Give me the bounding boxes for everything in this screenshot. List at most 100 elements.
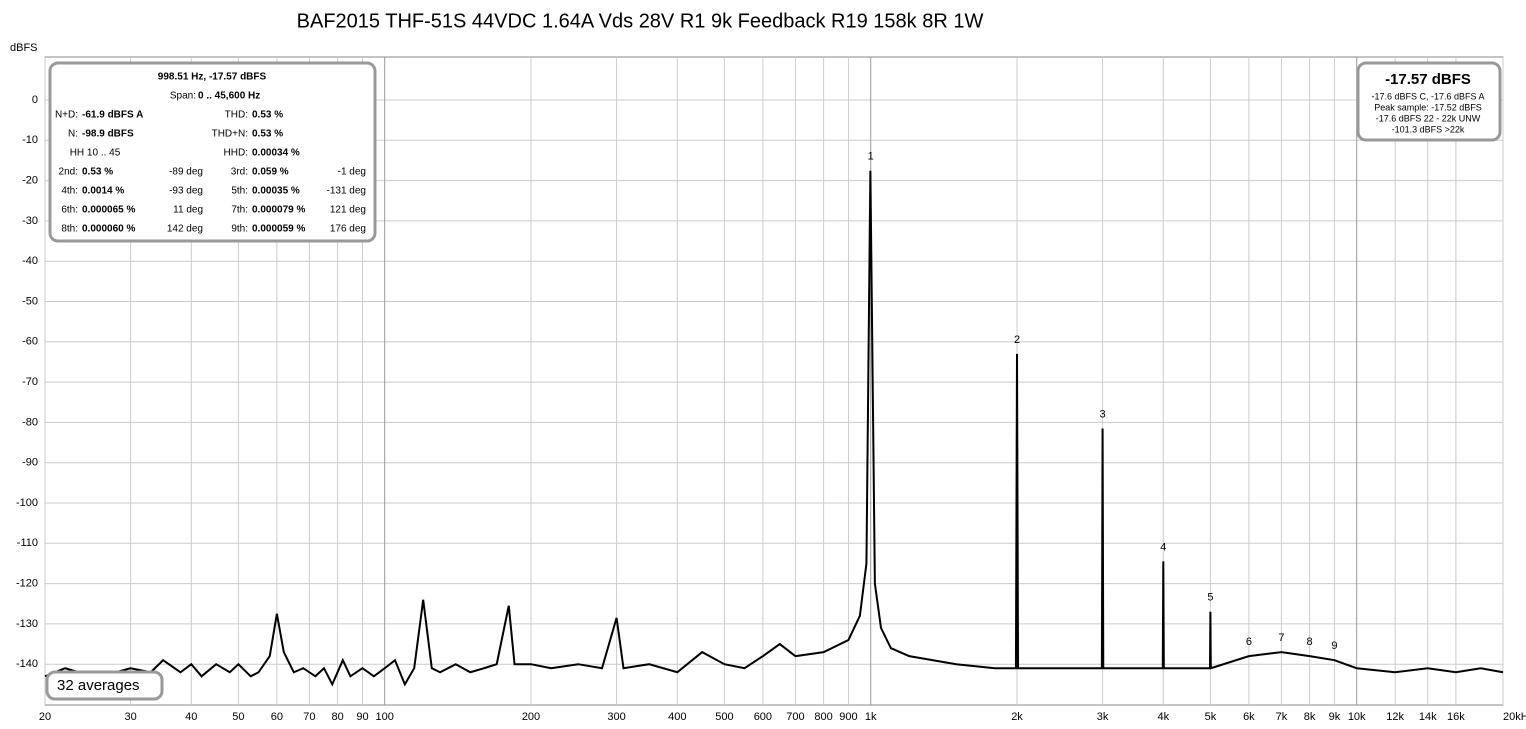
info-cell: 0.53 % (252, 129, 283, 140)
chart-title: BAF2015 THF-51S 44VDC 1.64A Vds 28V R1 9… (297, 10, 984, 32)
x-tick-label: 20kHz (1503, 711, 1526, 723)
x-tick-label: 30 (124, 711, 136, 723)
info-cell: 4th: (61, 186, 78, 197)
info-cell: 142 deg (167, 224, 203, 235)
harmonic-label: 8 (1307, 636, 1313, 648)
y-tick-label: -30 (22, 215, 38, 227)
averages: 32 averages (57, 677, 140, 694)
info-cell: 8th: (61, 224, 78, 235)
info-cell: Span: (170, 91, 196, 102)
x-tick-label: 40 (185, 711, 197, 723)
info-cell: HHD: (224, 148, 248, 159)
info-cell: -61.9 dBFS A (82, 110, 143, 121)
info-cell: 0.000059 % (252, 224, 305, 235)
level-detail: -17.6 dBFS C, -17.6 dBFS A (1371, 91, 1484, 101)
info-cell: -131 deg (327, 186, 366, 197)
info-cell: THD: (225, 110, 248, 121)
y-tick-label: -100 (16, 497, 38, 509)
y-tick-label: -110 (17, 537, 38, 549)
info-cell: 0.059 % (252, 167, 289, 178)
y-tick-label: -130 (16, 618, 38, 630)
info-box (48, 61, 377, 243)
trace (44, 170, 1504, 687)
info-cell: 0 .. 45,600 Hz (198, 91, 260, 102)
harmonic-label: 2 (1014, 334, 1020, 346)
x-tick-label: 7k (1276, 711, 1288, 723)
x-tick-label: 200 (522, 711, 540, 723)
y-tick-label: -20 (22, 175, 38, 187)
info-cell: 11 deg (173, 205, 203, 216)
x-tick-label: 8k (1304, 711, 1316, 723)
info-cell: 0.00035 % (252, 186, 300, 197)
x-tick-label: 800 (814, 711, 832, 723)
x-tick-label: 70 (303, 711, 315, 723)
info-cell: 0.000060 % (82, 224, 135, 235)
info-cell: 0.53 % (252, 110, 283, 121)
harmonic-label: 5 (1207, 592, 1213, 604)
y-tick-label: -60 (22, 336, 38, 348)
info-cell: -98.9 dBFS (82, 129, 134, 140)
info-cell: HH 10 .. 45 (70, 148, 121, 159)
x-tick-label: 100 (376, 711, 394, 723)
x-tick-label: 3k (1097, 711, 1109, 723)
info-cell: 2nd: (59, 167, 78, 178)
y-tick-label: -120 (16, 578, 38, 590)
y-tick-label: -140 (16, 658, 38, 670)
harmonic-label: 6 (1246, 636, 1252, 648)
y-tick-label: -40 (22, 255, 38, 267)
harmonic-label: 3 (1100, 408, 1106, 420)
info-cell: 0.000079 % (252, 205, 305, 216)
y-tick-label: -80 (22, 416, 38, 428)
x-tick-label: 600 (754, 711, 772, 723)
info-cell: 176 deg (330, 224, 366, 235)
x-tick-label: 400 (668, 711, 686, 723)
x-tick-label: 16k (1447, 711, 1465, 723)
x-tick-label: 60 (271, 711, 283, 723)
x-tick-label: 1k (865, 711, 877, 723)
x-tick-label: 500 (715, 711, 733, 723)
info-cell: 7th: (231, 205, 248, 216)
info-cell: N+D: (55, 110, 78, 121)
spectrum-line (44, 170, 1504, 687)
level-detail: Peak sample: -17.52 dBFS (1374, 102, 1482, 112)
x-tick-label: 4k (1157, 711, 1169, 723)
level-main: -17.57 dBFS (1385, 71, 1471, 88)
y-tick-label: -10 (22, 134, 38, 146)
level-detail: -101.3 dBFS >22k (1392, 124, 1465, 134)
y-axis-label: dBFS (10, 42, 38, 54)
x-tick-label: 700 (786, 711, 804, 723)
x-tick-label: 14k (1419, 711, 1437, 723)
info-cell: -1 deg (338, 167, 366, 178)
x-tick-label: 900 (839, 711, 857, 723)
info-text: 998.51 Hz, -17.57 dBFS Span: 0 .. 45,600 H… (55, 71, 1485, 235)
x-tick-label: 2k (1011, 711, 1023, 723)
y-tick-label: -90 (22, 457, 38, 469)
level-box (1356, 61, 1502, 142)
info-cell: 5th: (231, 186, 248, 197)
info-cell: 998.51 Hz, -17.57 dBFS (158, 72, 267, 83)
info-cell: 121 deg (330, 205, 366, 216)
info-cell: 9th: (231, 224, 248, 235)
harmonic-label: 9 (1331, 640, 1337, 652)
x-tick-label: 80 (331, 711, 343, 723)
info-cell: 0.00034 % (252, 148, 300, 159)
harmonic-label: 7 (1278, 632, 1284, 644)
info-cell: 0.0014 % (82, 186, 124, 197)
harmonic-label: 1 (868, 151, 874, 163)
x-tick-label: 9k (1329, 711, 1341, 723)
y-tick-label: -70 (22, 376, 38, 388)
x-tick-label: 90 (356, 711, 368, 723)
x-tick-label: 50 (232, 711, 244, 723)
x-tick-label: 6k (1243, 711, 1255, 723)
x-tick-label: 300 (607, 711, 625, 723)
info-cell: N: (68, 129, 78, 140)
averages-box (45, 670, 164, 701)
x-tick-label: 20 (39, 711, 51, 723)
info-cell: -93 deg (169, 186, 203, 197)
x-tick-label: 10k (1348, 711, 1366, 723)
info-cell: -89 deg (169, 167, 203, 178)
harmonic-label: 4 (1160, 541, 1166, 553)
y-tick-label: 0 (32, 94, 38, 106)
info-cell: 0.53 % (82, 167, 113, 178)
